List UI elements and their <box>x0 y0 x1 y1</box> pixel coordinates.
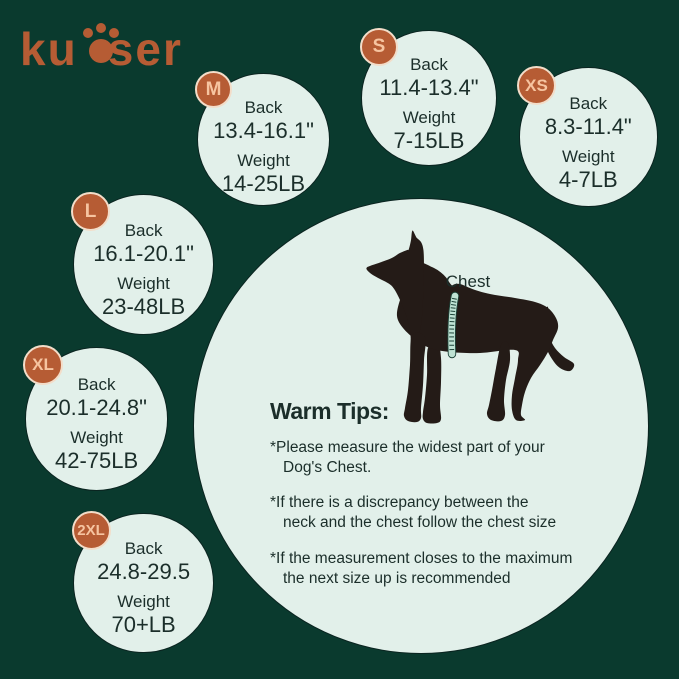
svg-text:Chest: Chest <box>446 272 491 291</box>
